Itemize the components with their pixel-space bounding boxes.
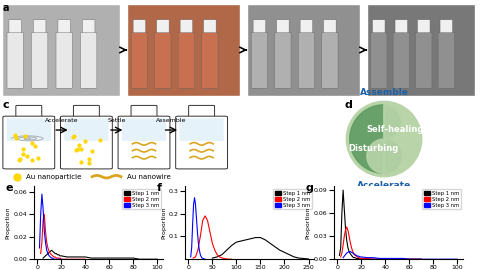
FancyBboxPatch shape xyxy=(81,33,97,88)
FancyBboxPatch shape xyxy=(122,118,166,141)
FancyBboxPatch shape xyxy=(178,33,194,88)
FancyBboxPatch shape xyxy=(298,33,314,88)
FancyBboxPatch shape xyxy=(395,20,408,35)
Legend: Step 1 nm, Step 2 nm, Step 3 nm: Step 1 nm, Step 2 nm, Step 3 nm xyxy=(122,189,161,209)
FancyBboxPatch shape xyxy=(131,105,157,117)
Text: c: c xyxy=(3,100,10,110)
FancyBboxPatch shape xyxy=(416,33,432,88)
FancyBboxPatch shape xyxy=(56,33,72,88)
FancyBboxPatch shape xyxy=(180,118,224,141)
Text: Self-healing: Self-healing xyxy=(366,125,424,134)
Circle shape xyxy=(346,101,422,177)
FancyBboxPatch shape xyxy=(176,116,228,169)
FancyBboxPatch shape xyxy=(58,20,71,35)
FancyBboxPatch shape xyxy=(300,20,312,35)
FancyBboxPatch shape xyxy=(322,33,338,88)
Text: e: e xyxy=(5,183,12,193)
FancyBboxPatch shape xyxy=(133,20,145,35)
Text: a: a xyxy=(2,3,9,13)
FancyBboxPatch shape xyxy=(7,118,51,141)
Text: Accelerate: Accelerate xyxy=(357,181,411,190)
FancyBboxPatch shape xyxy=(32,33,48,88)
FancyBboxPatch shape xyxy=(73,105,99,117)
FancyBboxPatch shape xyxy=(371,33,387,88)
FancyBboxPatch shape xyxy=(418,20,430,35)
FancyBboxPatch shape xyxy=(372,20,385,35)
FancyBboxPatch shape xyxy=(83,20,95,35)
FancyBboxPatch shape xyxy=(247,4,360,96)
Text: d: d xyxy=(345,100,352,110)
Y-axis label: Proportion: Proportion xyxy=(161,207,166,239)
FancyBboxPatch shape xyxy=(189,105,215,117)
FancyBboxPatch shape xyxy=(127,4,240,96)
Text: Assemble: Assemble xyxy=(156,118,187,123)
FancyBboxPatch shape xyxy=(367,4,475,96)
FancyBboxPatch shape xyxy=(180,20,192,35)
Text: g: g xyxy=(305,183,313,193)
FancyBboxPatch shape xyxy=(34,20,46,35)
Polygon shape xyxy=(350,105,401,173)
FancyBboxPatch shape xyxy=(9,20,22,35)
Text: Accelerate: Accelerate xyxy=(45,118,79,123)
Y-axis label: Proportion: Proportion xyxy=(306,207,311,239)
FancyBboxPatch shape xyxy=(204,20,216,35)
FancyBboxPatch shape xyxy=(60,116,112,169)
Text: Disturbing: Disturbing xyxy=(348,144,398,153)
FancyBboxPatch shape xyxy=(156,20,169,35)
FancyBboxPatch shape xyxy=(440,20,453,35)
FancyBboxPatch shape xyxy=(276,20,289,35)
FancyBboxPatch shape xyxy=(202,33,218,88)
Text: Assemble: Assemble xyxy=(360,88,408,97)
Polygon shape xyxy=(367,105,418,173)
Text: Settle: Settle xyxy=(108,118,126,123)
Y-axis label: Proportion: Proportion xyxy=(6,207,11,239)
FancyBboxPatch shape xyxy=(64,118,108,141)
FancyBboxPatch shape xyxy=(2,4,120,96)
Text: Au nanowire: Au nanowire xyxy=(127,174,170,180)
FancyBboxPatch shape xyxy=(7,33,24,88)
FancyBboxPatch shape xyxy=(438,33,455,88)
FancyBboxPatch shape xyxy=(251,33,267,88)
FancyBboxPatch shape xyxy=(16,105,42,117)
Legend: Step 1 nm, Step 2 nm, Step 3 nm: Step 1 nm, Step 2 nm, Step 3 nm xyxy=(273,189,312,209)
FancyBboxPatch shape xyxy=(131,33,147,88)
FancyBboxPatch shape xyxy=(3,116,55,169)
FancyBboxPatch shape xyxy=(155,33,171,88)
FancyBboxPatch shape xyxy=(275,33,291,88)
Legend: Step 1 nm, Step 2 nm, Step 3 nm: Step 1 nm, Step 2 nm, Step 3 nm xyxy=(422,189,461,209)
Text: Au nanoparticle: Au nanoparticle xyxy=(26,174,81,180)
FancyBboxPatch shape xyxy=(118,116,170,169)
FancyBboxPatch shape xyxy=(324,20,336,35)
FancyBboxPatch shape xyxy=(393,33,409,88)
Text: f: f xyxy=(156,183,161,193)
FancyBboxPatch shape xyxy=(253,20,265,35)
